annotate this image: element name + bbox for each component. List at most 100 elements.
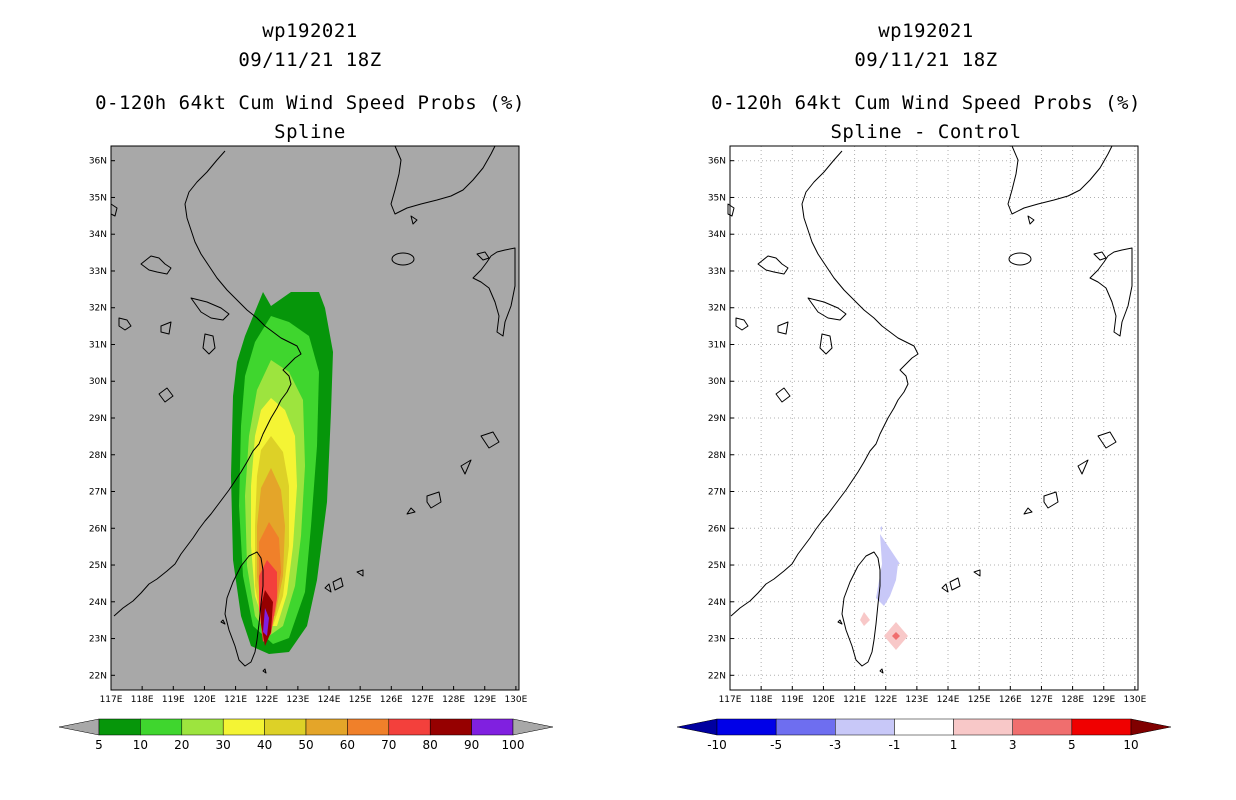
colorbar-swatch <box>894 718 954 736</box>
x-tick-label: 130E <box>1123 695 1146 705</box>
prob-contour-90 <box>263 608 269 636</box>
x-tick-label: 120E <box>812 695 835 705</box>
colorbar-label: -10 <box>707 738 727 752</box>
colorbar-label: 30 <box>216 738 231 752</box>
x-tick-label: 118E <box>750 695 773 705</box>
x-tick-label: 117E <box>100 695 123 705</box>
y-tick-label: 23N <box>708 635 726 645</box>
right-method: Spline - Control <box>830 121 1022 143</box>
y-tick-label: 24N <box>89 598 107 608</box>
y-tick-label: 27N <box>89 488 107 498</box>
y-tick-label: 33N <box>89 267 107 277</box>
left-method: Spline <box>274 121 346 143</box>
x-tick-label: 124E <box>318 695 341 705</box>
y-tick-label: 25N <box>89 561 107 571</box>
y-tick-label: 23N <box>89 635 107 645</box>
right-product-name: 0-120h 64kt Cum Wind Speed Probs (%) <box>711 92 1141 114</box>
left-y-axis: 36N 35N 34N 33N 32N 31N 30N 29N 28N 27N 26N 25N 24N 2… <box>89 157 115 681</box>
left-title: wp192021 09/11/21 18Z 0-120h 64kt Cum Wi… <box>60 17 560 147</box>
x-tick-label: 126E <box>999 695 1022 705</box>
colorbar-swatch <box>98 718 141 736</box>
y-tick-label: 26N <box>708 524 726 534</box>
colorbar-swatch <box>716 718 777 736</box>
x-tick-label: 130E <box>504 695 527 705</box>
colorbar-label: 10 <box>133 738 148 752</box>
colorbar-label: -1 <box>888 738 900 752</box>
colorbar-label: 3 <box>1009 738 1017 752</box>
y-tick-label: 36N <box>708 157 726 167</box>
colorbar-label: 50 <box>298 738 313 752</box>
colorbar-label: 80 <box>423 738 438 752</box>
colorbar-swatch <box>388 718 431 736</box>
y-tick-label: 28N <box>708 451 726 461</box>
y-tick-label: 27N <box>708 488 726 498</box>
diff-negative-area <box>876 534 900 606</box>
colorbar-label: 90 <box>464 738 479 752</box>
x-tick-label: 121E <box>843 695 866 705</box>
x-tick-label: 119E <box>781 695 804 705</box>
left-product-name: 0-120h 64kt Cum Wind Speed Probs (%) <box>95 92 525 114</box>
right-datetime: 09/11/21 18Z <box>854 49 998 71</box>
colorbar-low-end <box>676 718 718 736</box>
right-map-gridlines <box>729 146 1138 690</box>
y-tick-label: 32N <box>708 304 726 314</box>
colorbar-swatch <box>222 718 265 736</box>
colorbar-label: 20 <box>174 738 189 752</box>
x-tick-label: 129E <box>473 695 496 705</box>
colorbar-label: 60 <box>340 738 355 752</box>
colorbar-label: 5 <box>95 738 103 752</box>
left-colorbar: 5 10 20 30 40 50 60 70 80 90 100 <box>58 718 554 752</box>
right-x-axis: 117E 118E 119E 120E 121E 122E 123E 124E 125E 126E… <box>719 686 1147 705</box>
right-title: wp192021 09/11/21 18Z 0-120h 64kt Cum Wi… <box>676 17 1176 147</box>
diff-positive-small <box>860 612 870 626</box>
y-tick-label: 29N <box>89 414 107 424</box>
y-tick-label: 28N <box>89 451 107 461</box>
y-tick-label: 36N <box>89 157 107 167</box>
y-tick-label: 30N <box>708 377 726 387</box>
y-tick-label: 26N <box>89 524 107 534</box>
colorbar-swatch <box>264 718 307 736</box>
left-datetime: 09/11/21 18Z <box>238 49 382 71</box>
y-tick-label: 31N <box>708 340 726 350</box>
colorbar-label: 40 <box>257 738 272 752</box>
x-tick-label: 124E <box>937 695 960 705</box>
y-tick-label: 35N <box>708 193 726 203</box>
colorbar-label: 70 <box>381 738 396 752</box>
colorbar-label: 10 <box>1123 738 1138 752</box>
colorbar-label: 5 <box>1068 738 1076 752</box>
colorbar-label: 1 <box>950 738 958 752</box>
x-tick-label: 126E <box>380 695 403 705</box>
diff-positive-core <box>892 632 900 640</box>
x-tick-label: 129E <box>1092 695 1115 705</box>
y-tick-label: 31N <box>89 340 107 350</box>
x-tick-label: 117E <box>719 695 742 705</box>
colorbar-swatch <box>953 718 1013 736</box>
x-tick-label: 123E <box>286 695 309 705</box>
colorbar-low-end <box>58 718 100 736</box>
x-tick-label: 121E <box>224 695 247 705</box>
y-tick-label: 35N <box>89 193 107 203</box>
y-tick-label: 32N <box>89 304 107 314</box>
x-tick-label: 125E <box>968 695 991 705</box>
right-y-axis: 36N 35N 34N 33N 32N 31N 30N 29N 28N 27N 26N 25N 24N 2… <box>708 157 734 681</box>
y-tick-label: 34N <box>708 230 726 240</box>
colorbar-swatch <box>140 718 183 736</box>
x-tick-label: 128E <box>442 695 465 705</box>
y-tick-label: 22N <box>708 671 726 681</box>
y-tick-label: 29N <box>708 414 726 424</box>
colorbar-swatch <box>1012 718 1073 736</box>
x-tick-label: 119E <box>162 695 185 705</box>
colorbar-swatch <box>835 718 895 736</box>
colorbar-label: 100 <box>502 738 525 752</box>
y-tick-label: 22N <box>89 671 107 681</box>
colorbar-swatch <box>181 718 224 736</box>
y-tick-label: 33N <box>708 267 726 277</box>
y-tick-label: 24N <box>708 598 726 608</box>
colorbar-high-end <box>512 718 554 736</box>
colorbar-label: -5 <box>770 738 782 752</box>
x-tick-label: 122E <box>874 695 897 705</box>
x-tick-label: 123E <box>905 695 928 705</box>
colorbar-swatch <box>305 718 348 736</box>
x-tick-label: 120E <box>193 695 216 705</box>
